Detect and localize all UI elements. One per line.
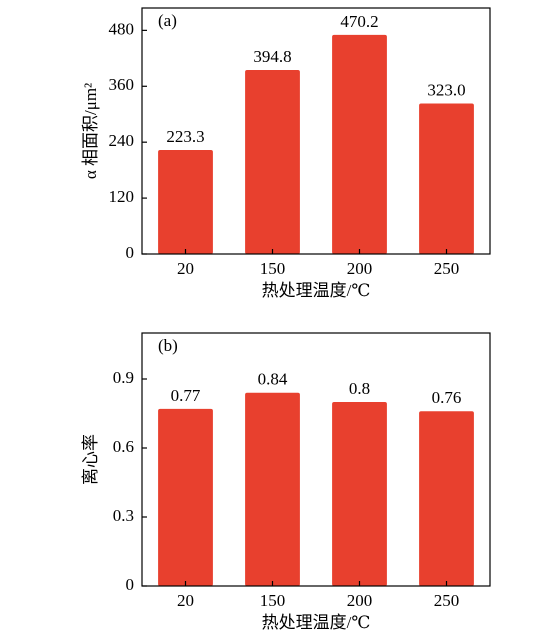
value-label: 394.8 [253, 47, 291, 66]
y-axis-label: 离心率 [81, 434, 100, 485]
x-tick-label: 200 [347, 259, 373, 278]
bar [158, 149, 213, 254]
x-tick-label: 250 [434, 259, 460, 278]
y-tick-label: 360 [109, 75, 135, 94]
x-tick-label: 250 [434, 591, 460, 610]
value-label: 323.0 [427, 80, 465, 99]
bar [419, 411, 474, 586]
x-tick-label: 200 [347, 591, 373, 610]
value-label: 0.8 [349, 379, 370, 398]
y-tick-label: 0.3 [113, 506, 134, 525]
x-axis-label: 热处理温度/℃ [262, 613, 371, 632]
y-axis-label: α 相面积/μm² [81, 83, 100, 179]
plot-frame [141, 7, 491, 255]
y-tick-label: 0 [126, 575, 135, 594]
bar [332, 34, 387, 254]
value-label: 0.76 [432, 388, 462, 407]
bar [245, 392, 300, 586]
value-label: 223.3 [166, 127, 204, 146]
x-tick-label: 150 [260, 591, 286, 610]
bar [419, 103, 474, 255]
x-tick-label: 20 [177, 259, 194, 278]
y-tick-label: 480 [109, 19, 135, 38]
y-tick-label: 0.6 [113, 437, 134, 456]
value-label: 0.77 [171, 386, 201, 405]
value-label: 470.2 [340, 12, 378, 31]
x-axis-label: 热处理温度/℃ [262, 281, 371, 300]
bar [158, 408, 213, 586]
x-tick-label: 150 [260, 259, 286, 278]
y-tick-label: 240 [109, 131, 135, 150]
y-tick-label: 0.9 [113, 368, 134, 387]
x-tick-label: 20 [177, 591, 194, 610]
y-tick-label: 0 [126, 243, 135, 262]
value-label: 0.84 [258, 370, 288, 389]
panel-label: (b) [158, 336, 178, 355]
y-tick-label: 120 [109, 187, 135, 206]
bar [245, 70, 300, 255]
panel-label: (a) [158, 11, 177, 30]
plot-frame [141, 332, 491, 587]
bar [332, 402, 387, 586]
